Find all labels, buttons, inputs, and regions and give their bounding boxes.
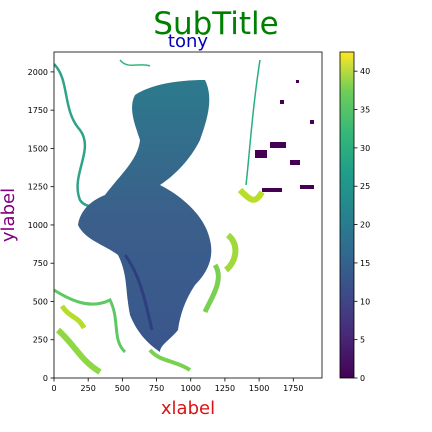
y-tick-label: 0 [43,374,48,383]
colorbar [339,51,355,379]
x-tick-label: 1000 [181,384,201,393]
y-tick-label: 1250 [28,183,48,192]
y-tick-label: 1500 [28,144,48,153]
colorbar-tick-label: 15 [360,259,370,268]
colorbar-tick-label: 40 [360,67,370,76]
x-tick-label: 500 [115,384,130,393]
colorbar-axis: 0 5 10 15 20 25 30 35 40 [354,67,370,383]
y-tick-label: 500 [33,297,48,306]
x-tick-label: 250 [81,384,96,393]
y-tick-label: 1750 [28,106,48,115]
heatmap-image [54,59,314,375]
colorbar-tick-label: 25 [360,182,370,191]
y-tick-label: 2000 [28,68,48,77]
y-tick-label: 250 [33,336,48,345]
axes-title: tony [168,31,208,52]
y-axis: 0 250 500 750 1000 1250 1500 1750 2000 [28,68,54,383]
colorbar-tick-label: 0 [360,374,365,383]
x-tick-label: 0 [51,384,56,393]
colorbar-tick-label: 20 [360,221,370,230]
y-tick-label: 750 [33,259,48,268]
x-tick-label: 1500 [249,384,269,393]
colorbar-tick-label: 35 [360,106,370,115]
figure-suptitle: SubTitle [153,6,278,42]
y-axis-label: ylabel [0,188,19,242]
x-tick-label: 1750 [283,384,303,393]
x-axis-label: xlabel [161,398,215,419]
colorbar-tick-label: 10 [360,297,370,306]
axes-frame [53,51,323,379]
x-tick-label: 1250 [215,384,235,393]
colorbar-tick-label: 5 [360,336,365,345]
x-axis: 0 250 500 750 1000 1250 1500 1750 [51,378,303,393]
y-tick-label: 1000 [28,221,48,230]
colorbar-tick-label: 30 [360,144,370,153]
x-tick-label: 750 [149,384,164,393]
